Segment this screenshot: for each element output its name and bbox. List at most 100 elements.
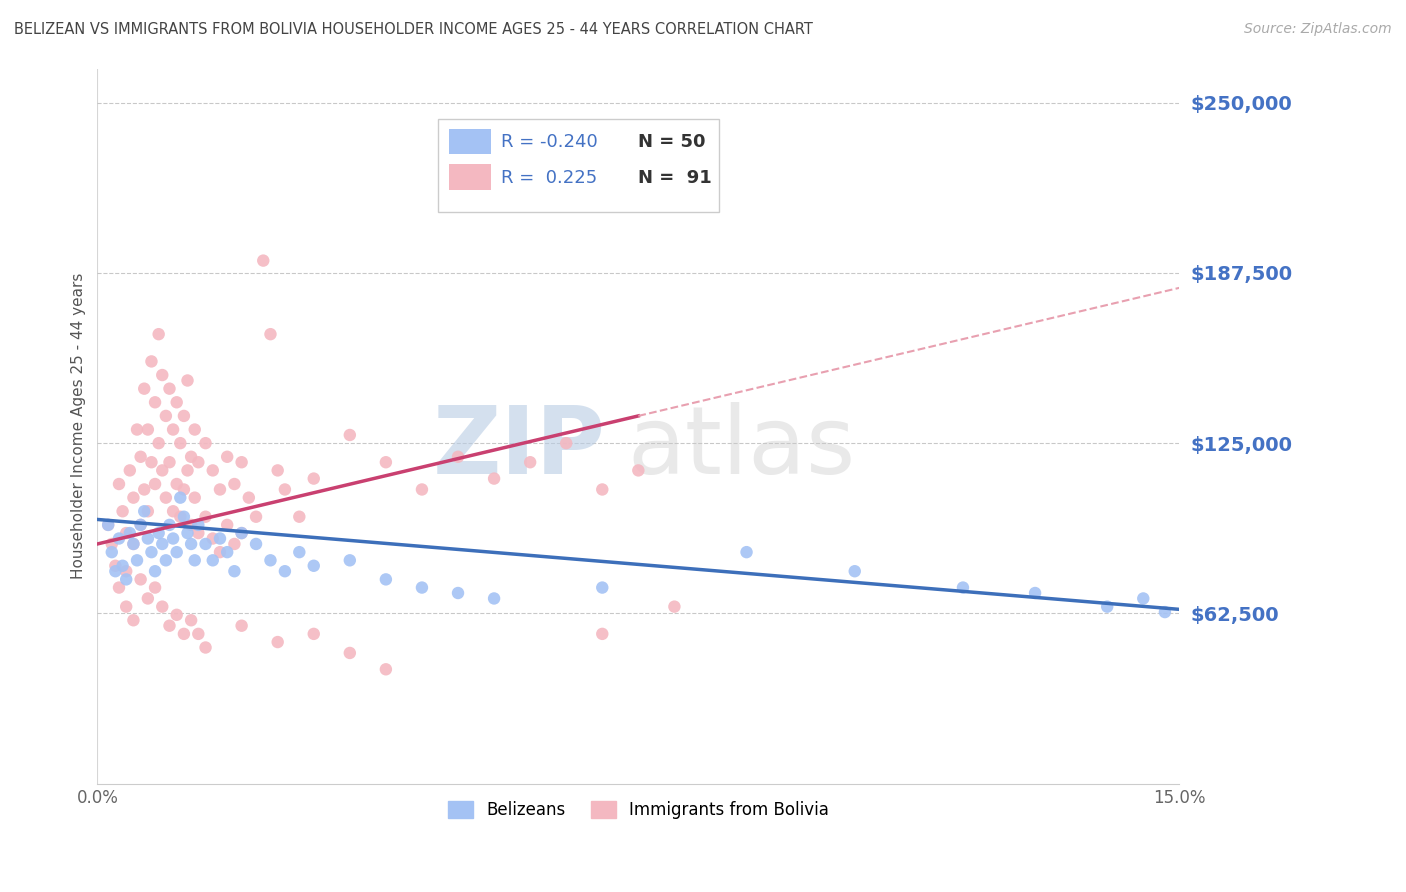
Point	[231, 526, 253, 541]
Point	[208, 545, 231, 559]
Point	[150, 368, 173, 382]
Point	[159, 618, 181, 632]
Point	[194, 436, 217, 450]
Y-axis label: Householder Income Ages 25 - 44 years: Householder Income Ages 25 - 44 years	[72, 273, 86, 579]
Point	[108, 532, 131, 546]
Point	[101, 537, 124, 551]
FancyBboxPatch shape	[449, 128, 491, 154]
Point	[162, 532, 184, 546]
Point	[169, 509, 191, 524]
Point	[97, 517, 120, 532]
Point	[201, 463, 224, 477]
Point	[302, 627, 325, 641]
Point	[231, 455, 253, 469]
Point	[224, 564, 246, 578]
Point	[176, 526, 198, 541]
FancyBboxPatch shape	[439, 119, 720, 211]
Point	[159, 517, 181, 532]
Point	[176, 463, 198, 477]
Point	[122, 491, 145, 505]
Point	[104, 558, 127, 573]
Point	[266, 463, 288, 477]
Point	[187, 526, 209, 541]
Point	[201, 532, 224, 546]
Point	[148, 327, 170, 342]
Point	[136, 591, 159, 606]
Point	[150, 599, 173, 614]
Point	[122, 537, 145, 551]
Point	[162, 423, 184, 437]
Point	[1024, 586, 1046, 600]
Point	[155, 553, 177, 567]
Point	[101, 545, 124, 559]
Point	[180, 537, 202, 551]
Point	[591, 627, 613, 641]
Text: R =  0.225: R = 0.225	[501, 169, 598, 187]
Point	[201, 553, 224, 567]
Point	[108, 477, 131, 491]
Legend: Belizeans, Immigrants from Bolivia: Belizeans, Immigrants from Bolivia	[441, 794, 835, 825]
Point	[519, 455, 541, 469]
Point	[735, 545, 758, 559]
Point	[141, 455, 163, 469]
Text: N =  91: N = 91	[638, 169, 711, 187]
Point	[173, 483, 195, 497]
Point	[155, 491, 177, 505]
Point	[245, 537, 267, 551]
Point	[224, 477, 246, 491]
Point	[159, 382, 181, 396]
Point	[183, 491, 205, 505]
Point	[374, 573, 396, 587]
Point	[143, 477, 166, 491]
Point	[591, 483, 613, 497]
Text: atlas: atlas	[627, 401, 856, 493]
Point	[374, 662, 396, 676]
Point	[183, 553, 205, 567]
Point	[217, 450, 239, 464]
Point	[266, 635, 288, 649]
Point	[187, 517, 209, 532]
Point	[176, 374, 198, 388]
Point	[302, 472, 325, 486]
FancyBboxPatch shape	[449, 164, 491, 190]
Point	[134, 504, 156, 518]
Point	[166, 477, 188, 491]
Text: ZIP: ZIP	[433, 401, 606, 493]
Point	[1154, 605, 1177, 619]
Point	[148, 436, 170, 450]
Point	[288, 545, 311, 559]
Point	[136, 532, 159, 546]
Point	[447, 450, 470, 464]
Point	[208, 532, 231, 546]
Point	[274, 564, 297, 578]
Point	[194, 537, 217, 551]
Point	[591, 581, 613, 595]
Point	[627, 463, 650, 477]
Point	[231, 526, 253, 541]
Point	[252, 253, 274, 268]
Point	[183, 423, 205, 437]
Point	[148, 526, 170, 541]
Point	[134, 483, 156, 497]
Point	[288, 509, 311, 524]
Point	[150, 537, 173, 551]
Point	[1095, 599, 1118, 614]
Point	[129, 517, 152, 532]
Point	[187, 627, 209, 641]
Point	[238, 491, 260, 505]
Point	[173, 509, 195, 524]
Point	[411, 581, 433, 595]
Point	[166, 607, 188, 622]
Point	[136, 423, 159, 437]
Point	[122, 613, 145, 627]
Point	[111, 558, 134, 573]
Point	[141, 354, 163, 368]
Point	[844, 564, 866, 578]
Point	[134, 382, 156, 396]
Point	[115, 526, 138, 541]
Point	[447, 586, 470, 600]
Point	[141, 545, 163, 559]
Point	[555, 436, 578, 450]
Point	[245, 509, 267, 524]
Point	[115, 564, 138, 578]
